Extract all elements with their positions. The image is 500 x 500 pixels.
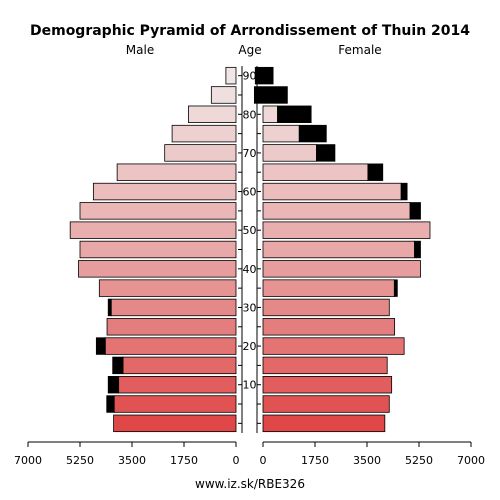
axes: 7000 5250 3500 1750 0 0 1750 3500 5250 7000 90 80 70… [14, 66, 485, 467]
male-bar-35-39 [98, 279, 237, 297]
male-bar-65-69 [116, 163, 237, 181]
female-excess-80-84 [277, 105, 312, 123]
male-bar-20-24 [104, 337, 237, 355]
age-tick-label-60: 60 [243, 186, 257, 199]
male-bar-75-79 [171, 124, 237, 143]
male-bars [69, 66, 237, 433]
female-bar-30-34 [262, 298, 390, 317]
female-bar-55-59 [262, 202, 411, 220]
female-x-tick-label-0: 0 [260, 454, 267, 467]
female-bar-5-9 [262, 395, 390, 413]
female-x-tick-label-4: 7000 [457, 454, 485, 467]
female-bar-65-69 [262, 163, 369, 181]
female-excess-35-39 [393, 279, 398, 297]
age-tick-label-10: 10 [243, 379, 257, 392]
female-x-tick-label-2: 3500 [353, 454, 381, 467]
male-bar-25-29 [106, 318, 237, 336]
female-excess-45-49 [414, 240, 421, 259]
male-bar-45-49 [79, 240, 237, 259]
male-x-tick-label-0: 7000 [14, 454, 42, 467]
age-tick-label-80: 80 [243, 108, 257, 121]
female-bar-15-19 [262, 356, 388, 375]
male-bar-60-64 [92, 182, 237, 201]
female-bar-75-79 [262, 124, 300, 143]
male-label: Male [126, 43, 154, 57]
female-excess-90-94 [254, 66, 274, 85]
female-bar-50-54 [262, 221, 431, 239]
age-tick-label-90: 90 [243, 70, 257, 83]
male-bar-30-34 [110, 298, 237, 317]
male-bar-5-9 [113, 395, 237, 413]
male-bar-40-44 [78, 260, 237, 278]
female-bar-10-14 [262, 375, 393, 394]
female-excess-70-74 [316, 144, 336, 162]
male-bar-10-14 [118, 375, 237, 394]
male-x-tick-label-4: 0 [233, 454, 240, 467]
female-excess-55-59 [409, 202, 421, 220]
female-bars [253, 66, 431, 433]
female-bar-35-39 [262, 279, 395, 297]
male-x-tick-label-3: 1750 [170, 454, 198, 467]
female-bar-20-24 [262, 337, 405, 355]
male-bar-90-94 [225, 66, 237, 85]
age-tick-label-30: 30 [243, 301, 257, 314]
age-tick-label-70: 70 [243, 147, 257, 160]
female-excess-75-79 [298, 124, 327, 143]
male-excess-10-14 [107, 375, 120, 394]
female-bar-80-84 [262, 105, 278, 123]
age-tick-label-20: 20 [243, 340, 257, 353]
male-bar-15-19 [122, 356, 237, 375]
female-label: Female [338, 43, 381, 57]
male-x-tick-label-2: 3500 [118, 454, 146, 467]
age-label: Age [238, 43, 261, 57]
female-bar-25-29 [262, 318, 396, 336]
chart-title: Demographic Pyramid of Arrondissement of… [30, 23, 470, 39]
male-excess-5-9 [106, 395, 115, 413]
female-bar-0-4 [262, 414, 386, 433]
age-tick-label-50: 50 [243, 224, 257, 237]
male-bar-0-4 [113, 414, 237, 433]
female-bar-60-64 [262, 182, 402, 201]
female-excess-85-89 [253, 86, 288, 104]
female-excess-60-64 [400, 182, 408, 201]
male-x-tick-label-1: 5250 [66, 454, 94, 467]
male-bar-80-84 [188, 105, 237, 123]
female-bar-40-44 [262, 260, 421, 278]
female-x-tick-label-1: 1750 [301, 454, 329, 467]
male-bar-70-74 [164, 144, 237, 162]
female-bar-70-74 [262, 144, 317, 162]
male-excess-30-34 [107, 298, 112, 317]
female-x-tick-label-3: 5250 [405, 454, 433, 467]
age-tick-label-40: 40 [243, 263, 257, 276]
male-bar-50-54 [69, 221, 237, 239]
female-bar-45-49 [262, 240, 415, 259]
female-excess-65-69 [367, 163, 384, 181]
male-excess-15-19 [112, 356, 124, 375]
source-label: www.iz.sk/RBE326 [195, 477, 305, 491]
male-excess-20-24 [95, 337, 106, 355]
male-bar-85-89 [210, 86, 237, 104]
male-bar-55-59 [79, 202, 237, 220]
